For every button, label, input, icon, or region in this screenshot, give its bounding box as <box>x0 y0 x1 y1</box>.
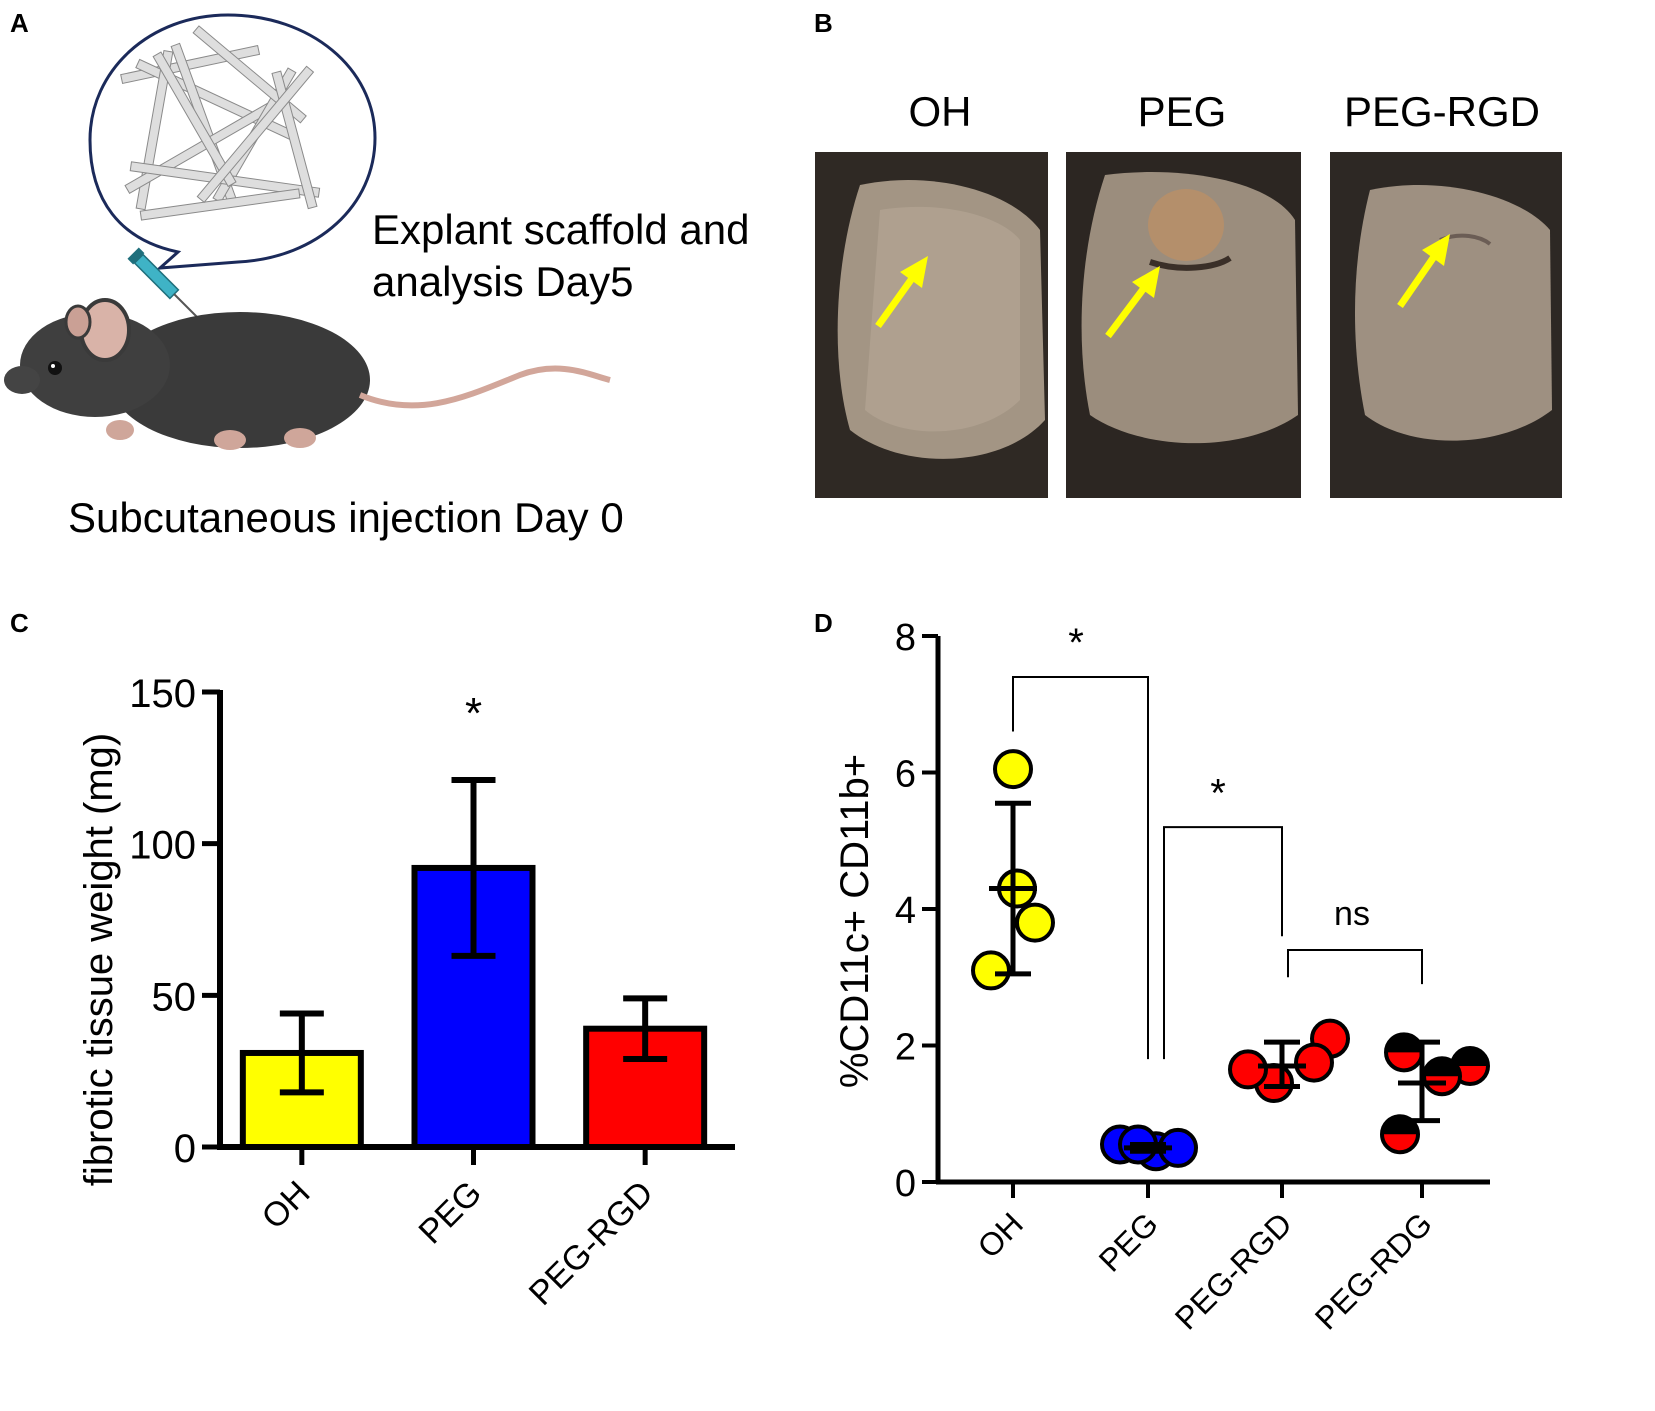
y-tick-label: 0 <box>895 1163 916 1205</box>
panel-letter-c: C <box>10 608 29 638</box>
comparison-bracket <box>1012 675 1149 1060</box>
data-point <box>971 950 1011 991</box>
panel-letter-b: B <box>814 8 833 38</box>
x-tick-label: PEG-RDG <box>1308 1205 1439 1336</box>
y-axis-label: %CD11c+ CD11b+ <box>833 754 877 1088</box>
comparison-label: ns <box>1334 895 1370 933</box>
photo-peg-rgd <box>1330 152 1562 498</box>
photo-peg <box>1066 152 1301 498</box>
panel-letter-d: D <box>814 608 833 638</box>
data-point <box>1228 1049 1268 1090</box>
mouse-icon <box>4 298 611 450</box>
photo-label-peg-rgd: PEG-RGD <box>1343 88 1540 135</box>
comparison-label: * <box>1210 771 1226 815</box>
panel-a-illustration <box>4 13 611 450</box>
comparison-bracket <box>1163 826 1283 1060</box>
caption-injection: Subcutaneous injection Day 0 <box>68 494 624 541</box>
significance-label: * <box>465 689 482 738</box>
caption-explant-line1: Explant scaffold and <box>372 206 750 253</box>
photo-label-peg: PEG <box>1137 88 1227 135</box>
y-tick-label: 50 <box>152 975 197 1019</box>
scaffold-fibers <box>120 25 321 221</box>
y-tick-label: 4 <box>895 890 916 932</box>
y-axis-label: fibrotic tissue weight (mg) <box>77 733 121 1186</box>
syringe-icon <box>127 247 200 320</box>
x-tick-label: PEG <box>1092 1205 1165 1278</box>
y-tick-label: 8 <box>895 617 916 659</box>
panel-b-photos <box>815 152 1562 498</box>
y-tick-label: 150 <box>129 672 196 716</box>
y-tick-label: 6 <box>895 754 916 796</box>
x-tick-label: PEG-RGD <box>522 1174 661 1313</box>
photo-label-oh: OH <box>908 88 972 135</box>
x-tick-label: PEG <box>412 1174 490 1252</box>
y-tick-label: 100 <box>129 824 196 868</box>
panel-letter-a: A <box>10 8 29 38</box>
x-tick-label: OH <box>255 1174 318 1237</box>
data-point-outline <box>1380 1114 1420 1155</box>
caption-explant-line2: analysis Day5 <box>372 258 634 305</box>
y-tick-label: 0 <box>174 1127 196 1171</box>
comparison-label: * <box>1068 621 1084 665</box>
photo-oh <box>815 152 1048 498</box>
data-point <box>993 749 1033 790</box>
y-tick-label: 2 <box>895 1027 916 1069</box>
chart-d: 0 2 4 6 8 %CD11c+ CD11b+ OH PEG PEG-RGD PEG-RDG * *… <box>833 617 1490 1337</box>
data-point <box>1294 1042 1334 1083</box>
data-point <box>1015 902 1055 943</box>
comparison-bracket <box>1287 948 1423 985</box>
x-tick-label: PEG-RGD <box>1168 1205 1299 1336</box>
x-tick-label: OH <box>971 1205 1030 1264</box>
